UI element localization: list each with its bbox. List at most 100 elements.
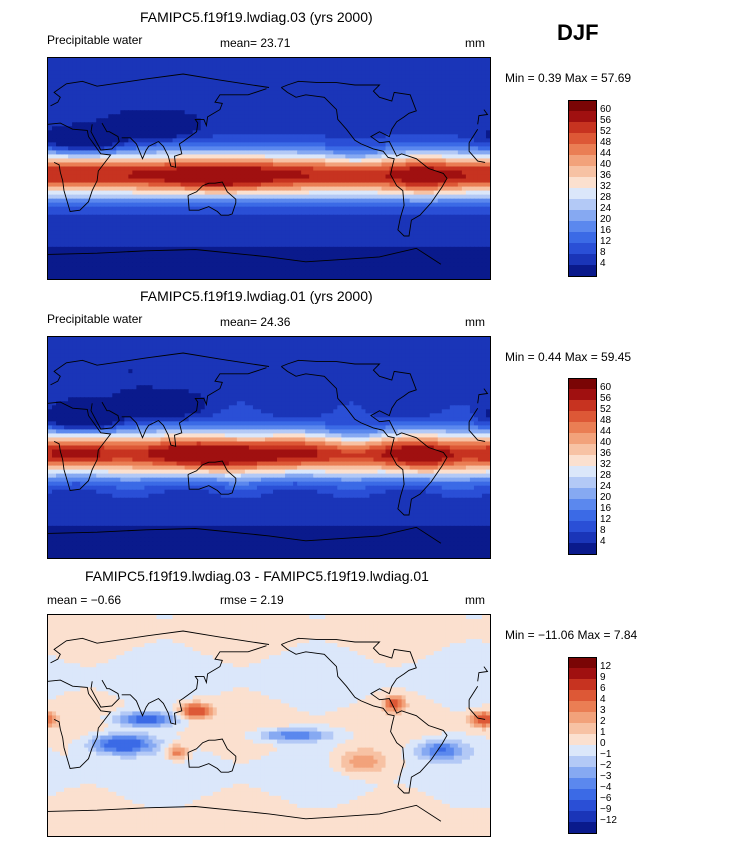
map-cell — [365, 198, 371, 204]
map-cell — [465, 146, 471, 152]
map-cell — [345, 98, 350, 103]
map-cell — [116, 202, 121, 208]
map-cell — [305, 158, 310, 164]
map-cell — [365, 210, 371, 216]
map-cell — [56, 82, 61, 87]
map-cell — [449, 98, 455, 103]
map-cell — [481, 158, 487, 164]
map-cell — [269, 146, 274, 152]
map-cell — [285, 234, 290, 240]
map-cell — [357, 66, 363, 71]
map-cell — [168, 154, 174, 160]
map-cell — [256, 166, 262, 172]
map-cell — [132, 86, 137, 91]
map-cell — [152, 234, 158, 240]
map-cell — [144, 58, 150, 63]
map-cell — [96, 70, 101, 75]
map-cell — [313, 154, 318, 160]
map-cell — [128, 210, 133, 216]
map-cell — [289, 74, 294, 79]
map-cell — [393, 110, 399, 115]
map-cell — [409, 58, 415, 63]
map-cell — [256, 138, 262, 143]
map-cell — [321, 234, 326, 240]
map-cell — [220, 94, 226, 99]
map-cell — [441, 130, 447, 135]
map-cell — [481, 146, 487, 152]
map-cell — [124, 162, 129, 168]
map-cell — [128, 138, 133, 143]
map-cell — [88, 118, 93, 123]
map-cell — [469, 162, 475, 168]
map-cell — [361, 106, 367, 111]
map-cell — [220, 102, 226, 107]
map-cell — [425, 110, 431, 115]
map-cell — [64, 202, 69, 208]
map-cell — [421, 178, 427, 184]
map-cell — [224, 222, 230, 228]
map-cell — [401, 178, 407, 184]
map-cell — [180, 182, 186, 188]
map-cell — [200, 74, 206, 79]
map-cell — [156, 70, 162, 75]
map-cell — [481, 154, 487, 160]
map-cell — [345, 226, 350, 232]
map-cell — [329, 78, 334, 83]
map-cell — [453, 118, 459, 123]
map-cell — [112, 238, 117, 244]
map-cell — [212, 202, 218, 208]
map-cell — [361, 126, 367, 131]
map-cell — [104, 222, 109, 228]
map-cell — [457, 202, 463, 208]
map-cell — [393, 70, 399, 75]
map-cell — [180, 62, 186, 67]
map-cell — [401, 206, 407, 212]
map-cell — [429, 78, 435, 83]
map-cell — [405, 82, 411, 87]
map-cell — [445, 170, 451, 176]
map-cell — [325, 78, 330, 83]
map-cell — [60, 230, 65, 236]
map-cell — [345, 162, 350, 168]
map-cell — [469, 178, 475, 184]
map-cell — [200, 66, 206, 71]
map-cell — [409, 166, 415, 172]
map-cell — [361, 166, 367, 172]
map-cell — [164, 134, 170, 139]
map-cell — [381, 222, 387, 228]
map-cell — [52, 150, 57, 156]
map-cell — [445, 122, 451, 127]
map-cell — [156, 210, 162, 216]
map-cell — [373, 150, 379, 156]
map-cell — [260, 138, 266, 143]
map-cell — [465, 198, 471, 204]
map-cell — [168, 222, 174, 228]
map-cell — [216, 154, 222, 160]
map-cell — [401, 190, 407, 196]
map-cell — [128, 82, 133, 87]
map-cell — [309, 74, 314, 79]
map-cell — [373, 178, 379, 184]
map-cell — [381, 138, 387, 143]
map-cell — [100, 98, 105, 103]
map-cell — [361, 226, 367, 232]
map-cell — [156, 222, 162, 228]
map-cell — [132, 138, 137, 143]
map-cell — [377, 58, 383, 63]
map-cell — [373, 74, 379, 79]
map-cell — [56, 66, 61, 71]
map-cell — [92, 130, 97, 135]
map-cell — [128, 206, 133, 212]
map-cell — [337, 86, 342, 91]
map-cell — [297, 90, 302, 95]
map-cell — [128, 110, 133, 115]
map-cell — [305, 74, 310, 79]
map-cell — [260, 222, 266, 228]
map-cell — [100, 238, 105, 244]
map-cell — [108, 126, 113, 131]
map-cell — [345, 182, 350, 188]
map-cell — [377, 114, 383, 119]
map-cell — [353, 134, 358, 139]
map-cell — [88, 230, 93, 236]
map-cell — [357, 150, 363, 156]
